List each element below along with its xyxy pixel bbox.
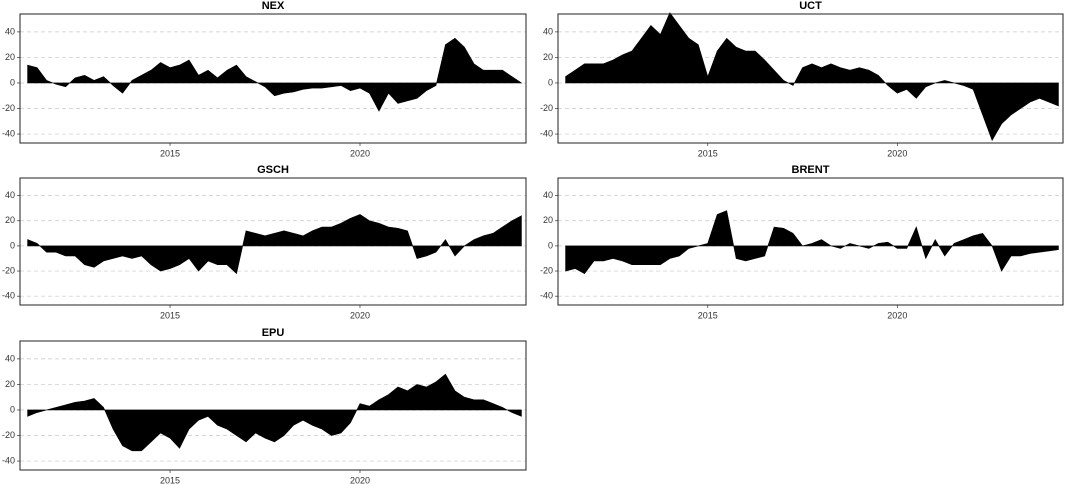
x-tick-label: 2015 — [698, 310, 718, 320]
y-tick-label: -40 — [2, 455, 15, 465]
x-tick-label: 2020 — [350, 475, 370, 484]
area — [565, 12, 1059, 142]
x-tick-label: 2020 — [887, 148, 907, 158]
y-tick-label: 40 — [5, 190, 15, 200]
x-tick-label: 2015 — [160, 475, 180, 484]
panel-title: EPU — [262, 327, 285, 339]
y-tick-label: 20 — [5, 52, 15, 62]
y-tick-label: 40 — [543, 26, 553, 36]
y-tick-label: 40 — [543, 190, 553, 200]
panel-frame — [19, 177, 527, 306]
area — [27, 37, 523, 112]
y-tick-label: 0 — [10, 240, 15, 250]
y-tick-label: 40 — [5, 353, 15, 363]
panel-frame — [557, 13, 1064, 144]
area — [27, 373, 522, 452]
x-tick-label: 2015 — [698, 148, 718, 158]
y-tick-label: 0 — [548, 240, 553, 250]
y-tick-label: 0 — [548, 77, 553, 87]
y-tick-label: -20 — [540, 265, 553, 275]
x-tick-label: 2020 — [350, 148, 370, 158]
y-tick-label: 20 — [543, 52, 553, 62]
panel-frame — [19, 13, 527, 144]
x-tick-label: 2015 — [160, 148, 180, 158]
y-tick-label: -40 — [2, 128, 15, 138]
y-tick-label: 0 — [10, 404, 15, 414]
panel-title: GSCH — [257, 164, 289, 176]
y-tick-label: -20 — [2, 265, 15, 275]
panel-title: UCT — [799, 0, 822, 12]
y-tick-label: 20 — [5, 215, 15, 225]
panel-title: BRENT — [792, 164, 830, 176]
y-tick-label: -40 — [540, 128, 553, 138]
y-tick-label: -40 — [2, 291, 15, 301]
y-tick-label: -20 — [2, 103, 15, 113]
x-tick-label: 2015 — [160, 310, 180, 320]
area — [565, 210, 1059, 274]
y-tick-label: -20 — [2, 430, 15, 440]
y-tick-label: 20 — [543, 215, 553, 225]
panel-title: NEX — [262, 0, 285, 12]
area — [27, 214, 522, 275]
panel-frame — [557, 177, 1064, 306]
y-tick-label: -40 — [540, 291, 553, 301]
x-tick-label: 2020 — [350, 310, 370, 320]
y-tick-label: 20 — [5, 379, 15, 389]
x-tick-label: 2020 — [887, 310, 907, 320]
y-tick-label: -20 — [540, 103, 553, 113]
y-tick-label: 40 — [5, 26, 15, 36]
panel-frame — [19, 340, 527, 471]
y-tick-label: 0 — [10, 77, 15, 87]
